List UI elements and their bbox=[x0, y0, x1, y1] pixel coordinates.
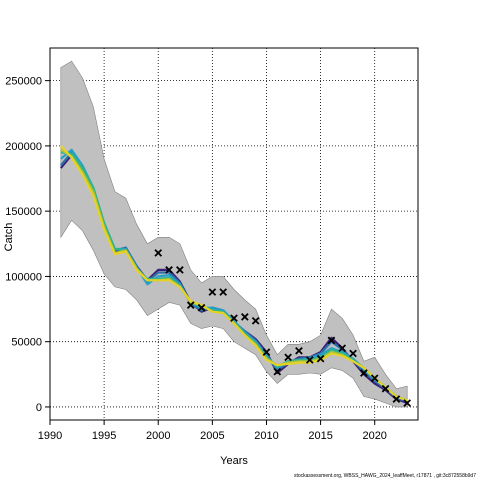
x-tick-label: 2010 bbox=[254, 430, 278, 442]
observed-point-stroke bbox=[403, 399, 412, 407]
y-tick-label: 50000 bbox=[11, 337, 42, 349]
observed-point bbox=[251, 316, 260, 325]
y-tick-label: 100000 bbox=[5, 271, 42, 283]
y-tick-label: 0 bbox=[36, 402, 42, 414]
confidence-band-layer bbox=[60, 60, 408, 408]
observed-point-stroke bbox=[327, 336, 336, 345]
x-tick-label: 2000 bbox=[146, 430, 170, 442]
observed-point bbox=[240, 313, 249, 321]
observed-point bbox=[165, 266, 173, 274]
observed-point bbox=[360, 369, 368, 377]
observed-point-stroke bbox=[392, 395, 401, 403]
observed-point bbox=[295, 346, 303, 355]
observed-point bbox=[381, 384, 390, 393]
observed-point-stroke bbox=[154, 249, 163, 257]
observed-point-stroke bbox=[165, 266, 173, 274]
observed-point bbox=[349, 349, 357, 358]
series-layer bbox=[59, 145, 408, 405]
x-tick-label: 2020 bbox=[362, 430, 386, 442]
observed-point bbox=[154, 249, 163, 257]
observed-point bbox=[197, 303, 206, 312]
observed-point bbox=[305, 356, 314, 364]
source-footnote: stockassessment.org, WBSS_HAWG_2024_leaf… bbox=[294, 473, 476, 479]
x-tick-label: 1995 bbox=[92, 430, 116, 442]
observed-point-stroke bbox=[273, 367, 282, 376]
observed-point bbox=[338, 344, 347, 353]
observed-point-stroke bbox=[370, 374, 379, 383]
observed-point-stroke bbox=[360, 369, 368, 377]
observed-point-stroke bbox=[349, 349, 357, 358]
observed-point bbox=[316, 354, 325, 363]
observed-point-stroke bbox=[219, 288, 228, 296]
observed-point bbox=[403, 399, 412, 407]
x-axis: 1990 1995 2000 2005 2010 2015 2020 bbox=[38, 420, 387, 442]
observed-point-stroke bbox=[284, 353, 292, 362]
observed-point-stroke bbox=[316, 354, 325, 363]
y-axis-title: Catch bbox=[3, 223, 15, 252]
y-tick-label: 200000 bbox=[5, 141, 42, 153]
observed-point-stroke bbox=[295, 346, 303, 355]
observed-point-stroke bbox=[262, 348, 271, 356]
x-tick-label: 1990 bbox=[38, 430, 62, 442]
y-tick-label: 150000 bbox=[5, 206, 42, 218]
observed-point-stroke bbox=[176, 266, 184, 274]
y-tick-label: 250000 bbox=[5, 76, 42, 88]
x-axis-title: Years bbox=[220, 455, 248, 467]
observed-point-stroke bbox=[208, 288, 217, 296]
observed-point-stroke bbox=[240, 313, 249, 321]
observed-point bbox=[262, 348, 271, 356]
x-tick-label: 2005 bbox=[200, 430, 224, 442]
x-tick-label: 2015 bbox=[308, 430, 332, 442]
confidence-band bbox=[60, 60, 408, 408]
observed-point bbox=[208, 288, 217, 296]
observed-point bbox=[284, 353, 292, 362]
observed-point bbox=[219, 288, 228, 296]
observed-point bbox=[392, 395, 401, 403]
observed-point bbox=[186, 301, 195, 309]
observed-point bbox=[273, 367, 282, 376]
observed-point-stroke bbox=[186, 301, 195, 309]
observed-point-stroke bbox=[381, 384, 390, 393]
observed-point bbox=[327, 336, 336, 345]
observed-point-stroke bbox=[305, 356, 314, 364]
observed-point-stroke bbox=[197, 303, 206, 312]
observed-point bbox=[176, 266, 184, 274]
plot-frame bbox=[49, 47, 419, 421]
series-line-6 bbox=[59, 145, 408, 402]
observed-point bbox=[230, 314, 238, 323]
observed-point-stroke bbox=[338, 344, 347, 353]
observed-point-stroke bbox=[251, 316, 260, 325]
y-axis: 0 50000 100000 150000 200000 250000 bbox=[5, 76, 50, 414]
observed-point-stroke bbox=[230, 314, 238, 323]
observed-layer bbox=[154, 249, 412, 407]
observed-point bbox=[370, 374, 379, 383]
